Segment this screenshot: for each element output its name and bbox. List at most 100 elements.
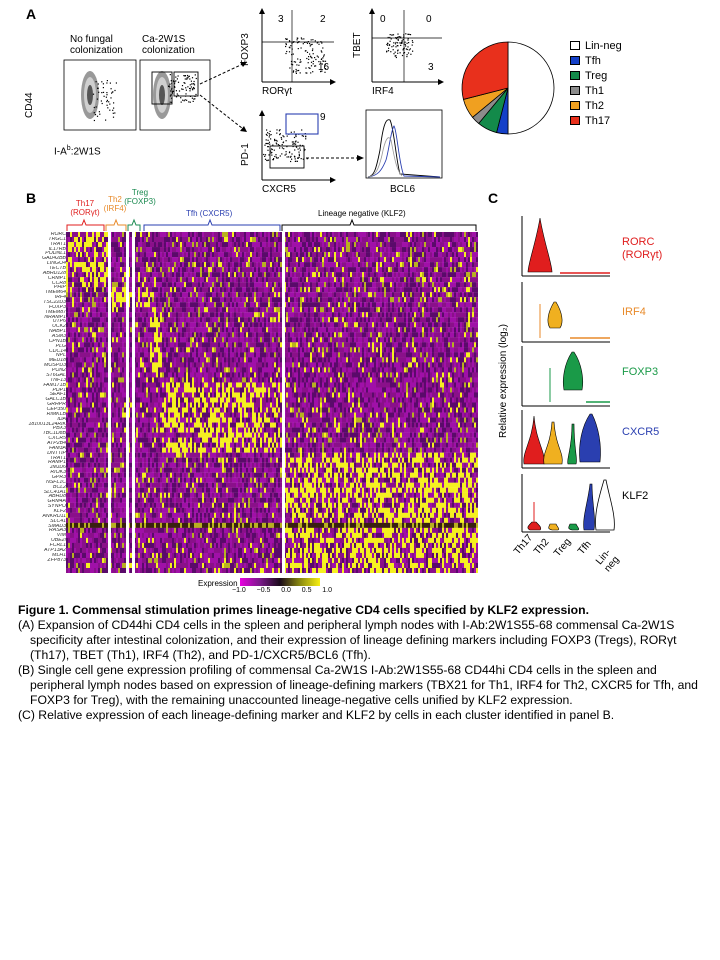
heatmap-cell	[90, 267, 93, 273]
facs-event	[389, 34, 391, 36]
heatmap-cell	[456, 327, 459, 333]
heatmap-cell	[216, 242, 219, 248]
heatmap-cell	[110, 247, 113, 253]
heatmap-cell	[104, 277, 107, 283]
heatmap-cell	[384, 232, 387, 238]
heatmap-cell	[456, 242, 459, 248]
facs-event	[388, 47, 390, 49]
heatmap-cell	[244, 327, 247, 333]
heatmap-cell	[336, 282, 339, 288]
heatmap-cell	[112, 242, 115, 248]
heatmap-cell	[448, 327, 451, 333]
heatmap-cell	[198, 242, 201, 248]
heatmap-cell	[442, 332, 445, 338]
heatmap-cell	[262, 277, 265, 283]
heatmap-cell	[246, 277, 249, 283]
heatmap-cell	[246, 232, 249, 238]
heatmap-cell	[302, 297, 305, 303]
heatmap-cell	[370, 332, 373, 338]
heatmap-cell	[358, 287, 361, 293]
facs-event	[300, 61, 302, 63]
facs-event	[306, 51, 309, 53]
heatmap-cell	[68, 272, 71, 278]
facs-event	[393, 42, 395, 44]
heatmap-cell	[172, 252, 175, 258]
heatmap-cell	[384, 307, 387, 313]
heatmap-cell	[300, 312, 303, 318]
heatmap-cell	[330, 327, 333, 333]
heatmap-cell	[156, 307, 159, 313]
heatmap-cell	[404, 242, 407, 248]
heatmap-cell	[138, 257, 141, 263]
heatmap-cell	[182, 307, 185, 313]
heatmap-cell	[308, 297, 311, 303]
heatmap-cell	[244, 322, 247, 328]
heatmap-cell	[130, 287, 133, 293]
facs-event	[310, 61, 313, 63]
heatmap-cell	[130, 252, 133, 258]
legend-th2: Th2	[570, 98, 622, 113]
heatmap-cell	[262, 232, 265, 238]
heatmap-cell	[444, 257, 447, 263]
heatmap-cell	[68, 297, 71, 303]
heatmap-cell	[290, 302, 293, 308]
heatmap-cell	[170, 252, 173, 258]
gene-label: CDC14	[48, 348, 66, 354]
heatmap-cell	[246, 327, 249, 333]
heatmap-cell	[404, 292, 407, 298]
heatmap-cell	[442, 257, 445, 263]
heatmap-cell	[374, 312, 377, 318]
heatmap-cell	[336, 327, 339, 333]
heatmap-cell	[250, 312, 253, 318]
heatmap-cell	[462, 232, 465, 238]
heatmap-cell	[438, 232, 441, 238]
heatmap-cell	[322, 267, 325, 273]
heatmap-cell	[350, 312, 353, 318]
heatmap-cell	[452, 292, 455, 298]
heatmap-cell	[278, 327, 281, 333]
heatmap-cell	[164, 262, 167, 268]
heatmap-cell	[346, 312, 349, 318]
heatmap-cell	[162, 327, 165, 333]
heatmap-cell	[120, 282, 123, 288]
facs-event	[396, 37, 398, 39]
heatmap-cell	[212, 267, 215, 273]
heatmap-cell	[230, 277, 233, 283]
heatmap-cell	[174, 267, 177, 273]
heatmap-cell	[294, 302, 297, 308]
heatmap-cell	[444, 247, 447, 253]
heatmap-cell	[208, 237, 211, 243]
heatmap-cell	[230, 267, 233, 273]
heatmap-cell	[434, 312, 437, 318]
facs-event	[314, 65, 316, 67]
pie-slice-lin-neg	[507, 41, 555, 135]
heatmap-cell	[340, 292, 343, 298]
heatmap-cell	[464, 282, 467, 288]
heatmap-cell	[78, 272, 81, 278]
heatmap-cell	[368, 232, 371, 238]
heatmap-cell	[128, 327, 131, 333]
heatmap-cell	[404, 257, 407, 263]
heatmap-cell	[102, 337, 105, 343]
heatmap-cell	[308, 307, 311, 313]
heatmap-cell	[432, 302, 435, 308]
heatmap-cell	[326, 312, 329, 318]
heatmap-cell	[198, 257, 201, 263]
heatmap-cell	[344, 257, 347, 263]
heatmap-cell	[428, 237, 431, 243]
heatmap-cell	[276, 247, 279, 253]
heatmap-cell	[166, 277, 169, 283]
heatmap-cell	[258, 232, 261, 238]
heatmap-cell	[152, 272, 155, 278]
heatmap-cell	[292, 252, 295, 258]
heatmap-cell	[240, 277, 243, 283]
heatmap-cell	[326, 332, 329, 338]
heatmap-cell	[380, 247, 383, 253]
heatmap-cell	[418, 322, 421, 328]
heatmap-cell	[336, 272, 339, 278]
heatmap-cell	[90, 317, 93, 323]
heatmap-cell	[168, 297, 171, 303]
facs-event	[293, 141, 295, 143]
heatmap-cell	[224, 327, 227, 333]
heatmap-cell	[474, 232, 477, 238]
